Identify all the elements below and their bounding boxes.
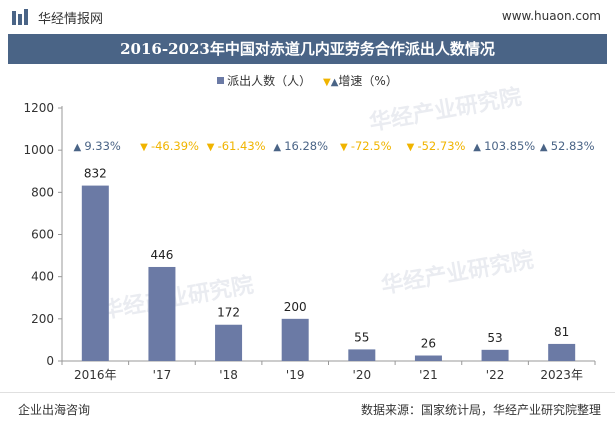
growth-up-triangle-icon: ▲: [473, 142, 481, 153]
growth-down-triangle-icon: ▼: [207, 142, 215, 153]
triangle-up-icon: ▲: [330, 77, 339, 88]
bar-value-label: 200: [284, 300, 307, 314]
bar: [281, 318, 309, 361]
y-tick-label: 400: [31, 270, 54, 284]
brand-logo-icon: [12, 9, 28, 25]
y-tick-label: 600: [31, 228, 54, 242]
growth-rate-label: 16.28%: [284, 139, 328, 153]
growth-rate-label: -46.39%: [151, 139, 199, 153]
brand-name: 华经情报网: [38, 12, 104, 27]
growth-up-triangle-icon: ▲: [73, 142, 81, 153]
bar: [215, 324, 243, 361]
y-tick-label: 0: [46, 354, 54, 368]
bar-value-label: 81: [554, 325, 569, 339]
growth-down-triangle-icon: ▼: [340, 142, 348, 153]
bar: [548, 343, 576, 361]
bar-value-label: 446: [150, 248, 173, 262]
growth-rate-label: -72.5%: [351, 139, 392, 153]
legend-growth-label: 增速（%）: [338, 74, 398, 88]
x-tick-label: '20: [353, 368, 372, 382]
growth-rate-label: -61.43%: [218, 139, 266, 153]
growth-down-triangle-icon: ▼: [140, 142, 148, 153]
legend-item-bar: 派出人数（人）: [217, 72, 311, 89]
y-tick-label: 200: [31, 312, 54, 326]
bar-value-label: 172: [217, 306, 240, 320]
chart-title: 2016-2023年中国对赤道几内亚劳务合作派出人数情况: [120, 40, 495, 58]
growth-rate-label: 103.85%: [484, 139, 535, 153]
chart-legend: 派出人数（人） ▼▲增速（%）: [0, 72, 615, 89]
bar: [348, 349, 376, 361]
x-tick-label: '21: [419, 368, 438, 382]
x-tick-label: '18: [219, 368, 238, 382]
growth-rate-label: -52.73%: [417, 139, 465, 153]
triangle-down-icon: ▼: [323, 77, 331, 88]
growth-rate-label: 9.33%: [84, 139, 121, 153]
legend-item-growth: ▼▲增速（%）: [323, 72, 398, 89]
x-tick-label: 2023年: [540, 368, 583, 382]
title-band: 2016-2023年中国对赤道几内亚劳务合作派出人数情况: [8, 34, 607, 64]
footer-source: 数据来源：国家统计局，华经产业研究院整理: [360, 403, 601, 417]
legend-bar-label: 派出人数（人）: [227, 74, 312, 88]
y-tick-label: 1200: [23, 101, 54, 115]
bar-value-label: 53: [487, 331, 502, 345]
x-tick-label: '22: [486, 368, 505, 382]
growth-up-triangle-icon: ▲: [273, 142, 281, 153]
footer-left: 企业出海咨询: [18, 403, 91, 417]
y-tick-label: 800: [31, 185, 54, 199]
y-tick-label: 1000: [23, 143, 54, 157]
footer: 企业出海咨询 数据来源：国家统计局，华经产业研究院整理: [0, 392, 615, 428]
bar: [481, 349, 509, 361]
bar: [148, 266, 176, 361]
x-tick-label: '19: [286, 368, 305, 382]
x-tick-label: '17: [153, 368, 172, 382]
top-bar: 华经情报网 www.huaon.com: [0, 0, 615, 34]
bar-value-label: 832: [84, 167, 107, 181]
growth-up-triangle-icon: ▲: [540, 142, 548, 153]
legend-bar-swatch: [217, 77, 225, 84]
site-url: www.huaon.com: [501, 9, 601, 23]
growth-down-triangle-icon: ▼: [407, 142, 415, 153]
bar-value-label: 55: [354, 330, 369, 344]
x-tick-label: 2016年: [74, 368, 117, 382]
bar-value-label: 26: [421, 337, 436, 351]
bar: [81, 185, 109, 361]
bar: [414, 355, 442, 361]
growth-rate-label: 52.83%: [551, 139, 595, 153]
